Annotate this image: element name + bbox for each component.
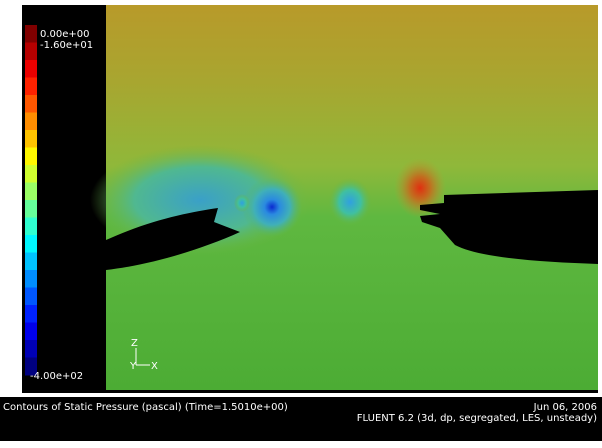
colorbar-band bbox=[25, 253, 37, 271]
vortex bbox=[328, 178, 372, 226]
colorbar-label: 0.00e+00 bbox=[40, 29, 90, 40]
fluent-window: 0.00e+00 -1.60e+01 -4.00e+02 Z Y X Conto… bbox=[0, 0, 602, 448]
colorbar bbox=[25, 25, 37, 376]
footer-title: Contours of Static Pressure (pascal) (Ti… bbox=[3, 402, 288, 413]
colorbar-label: -1.60e+01 bbox=[40, 40, 93, 51]
colorbar-band bbox=[25, 200, 37, 218]
colorbar-band bbox=[25, 323, 37, 341]
vortex bbox=[242, 177, 302, 237]
colorbar-band bbox=[25, 235, 37, 253]
colorbar-band bbox=[25, 148, 37, 166]
colorbar-band bbox=[25, 25, 37, 43]
colorbar-band bbox=[25, 270, 37, 288]
colorbar-band bbox=[25, 340, 37, 358]
colorbar-band bbox=[25, 165, 37, 183]
colorbar-band bbox=[25, 183, 37, 201]
colorbar-band bbox=[25, 288, 37, 306]
colorbar-band bbox=[25, 113, 37, 131]
footer-date: Jun 06, 2006 bbox=[533, 402, 597, 413]
axis-label: Y bbox=[129, 361, 137, 372]
colorbar-band bbox=[25, 95, 37, 113]
colorbar-band bbox=[25, 305, 37, 323]
axis-label: X bbox=[151, 361, 158, 372]
colorbar-label: -4.00e+02 bbox=[30, 371, 83, 382]
colorbar-band bbox=[25, 43, 37, 61]
axis-label: Z bbox=[131, 338, 138, 349]
colorbar-band bbox=[25, 218, 37, 236]
colorbar-band bbox=[25, 60, 37, 78]
screenshot: 0.00e+00 -1.60e+01 -4.00e+02 Z Y X Conto… bbox=[0, 0, 602, 448]
footer-solver: FLUENT 6.2 (3d, dp, segregated, LES, uns… bbox=[357, 413, 597, 424]
colorbar-band bbox=[25, 130, 37, 148]
colorbar-band bbox=[25, 78, 37, 96]
vortex bbox=[234, 194, 250, 212]
